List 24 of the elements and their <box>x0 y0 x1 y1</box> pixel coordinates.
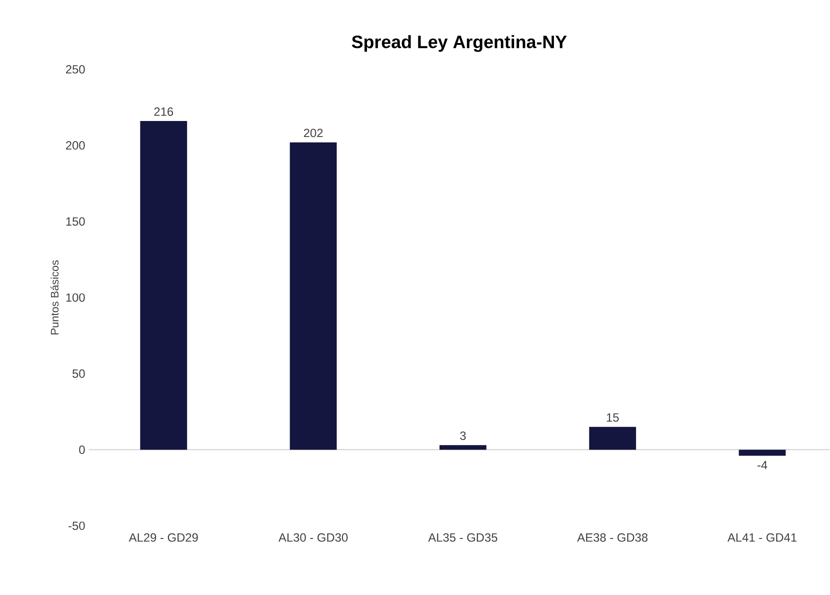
x-tick-label: AL35 - GD35 <box>428 533 498 542</box>
y-tick-label: 200 <box>66 141 85 150</box>
x-tick-label: AL29 - GD29 <box>128 533 198 542</box>
y-tick-label: 250 <box>66 65 85 74</box>
y-axis-title: Puntos Básicos <box>50 260 59 335</box>
x-tick-label: AL41 - GD41 <box>727 533 796 542</box>
y-tick-label: 150 <box>66 217 85 226</box>
data-label: 216 <box>154 108 174 116</box>
y-tick-label: 100 <box>66 294 85 302</box>
y-tick-label: -50 <box>68 522 85 530</box>
bar <box>440 445 486 450</box>
data-label: 3 <box>460 432 466 440</box>
data-label: 15 <box>606 414 619 422</box>
data-label: 202 <box>304 128 323 138</box>
bar <box>589 427 636 450</box>
chart-title: Spread Ley Argentina-NY <box>352 35 567 52</box>
y-tick-label: 0 <box>79 446 85 454</box>
data-label: -4 <box>757 461 768 470</box>
bar <box>140 121 188 450</box>
x-tick-label: AE38 - GD38 <box>577 533 648 542</box>
bar <box>290 142 337 450</box>
x-tick-label: AL30 - GD30 <box>278 533 348 542</box>
y-tick-label: 50 <box>72 370 85 378</box>
bar <box>738 450 786 456</box>
